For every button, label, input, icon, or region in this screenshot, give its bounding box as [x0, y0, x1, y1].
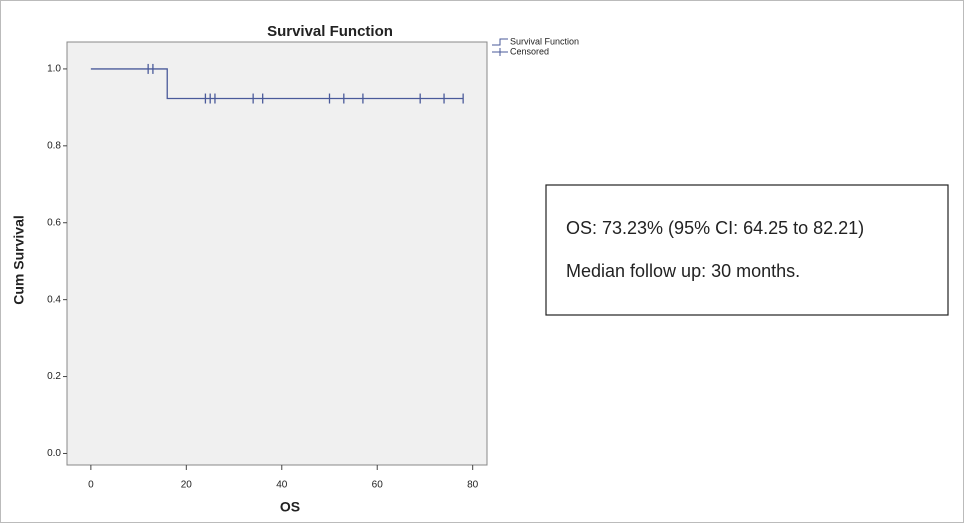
x-tick-label: 60	[372, 480, 384, 491]
y-tick-label: 1.0	[47, 64, 61, 75]
x-tick-label: 40	[276, 480, 288, 491]
survival-line	[90, 68, 464, 100]
y-axis-label: Cum Survival	[11, 215, 27, 304]
x-tick-label: 80	[467, 480, 479, 491]
legend-label: Survival Function	[510, 36, 579, 46]
plot-area	[66, 41, 488, 466]
x-tick-label: 20	[181, 480, 193, 491]
y-tick-label: 0.8	[47, 140, 61, 151]
legend-label: Censored	[510, 46, 549, 56]
y-tick-label: 0.2	[47, 371, 61, 382]
annotation: Median follow up: 30 months.	[566, 261, 800, 281]
chart-title: Survival Function	[267, 23, 393, 40]
y-tick-label: 0.6	[47, 217, 61, 228]
annotation-box	[545, 184, 949, 316]
y-tick-label: 0.0	[47, 448, 61, 459]
annotation: OS: 73.23% (95% CI: 64.25 to 82.21)	[566, 218, 864, 238]
y-tick-label: 0.4	[47, 294, 61, 305]
legend-symbol	[492, 38, 508, 46]
x-axis-label: OS	[280, 499, 300, 515]
x-tick-label: 0	[88, 480, 94, 491]
